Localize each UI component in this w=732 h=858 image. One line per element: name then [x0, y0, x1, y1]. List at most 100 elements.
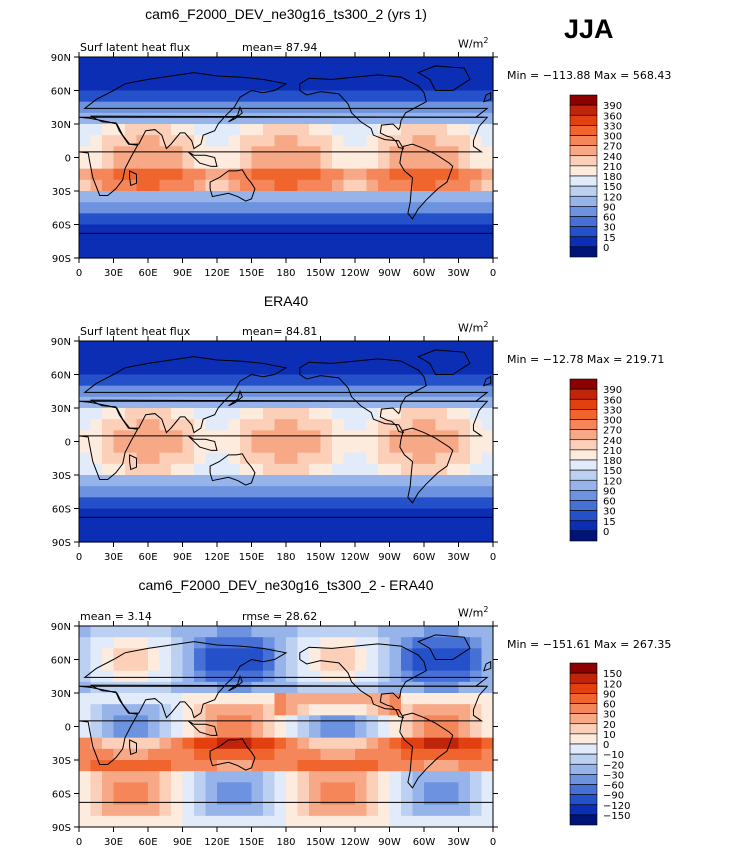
field-cell	[171, 135, 184, 147]
field-cell	[366, 648, 379, 661]
field-cell	[435, 68, 448, 80]
field-cell	[389, 179, 402, 192]
field-cell	[148, 352, 161, 364]
field-cell	[251, 659, 264, 672]
field-cell	[481, 771, 494, 783]
field-cell	[194, 693, 207, 705]
field-cell	[320, 530, 333, 543]
field-cell	[355, 475, 368, 487]
field-cell	[90, 179, 103, 192]
field-cell	[240, 135, 253, 147]
field-cell	[309, 648, 322, 661]
field-cell	[79, 341, 92, 353]
field-cell	[320, 782, 333, 795]
field-cell	[320, 191, 333, 203]
field-cell	[286, 475, 299, 487]
field-cell	[297, 235, 310, 248]
field-cell	[205, 157, 218, 170]
field-cell	[159, 793, 172, 806]
field-cell	[251, 396, 264, 409]
field-cell	[263, 441, 276, 454]
field-cell	[240, 157, 253, 170]
field-cell	[470, 748, 483, 761]
field-cell	[378, 90, 391, 103]
field-cell	[240, 508, 253, 521]
field-cell	[228, 508, 241, 521]
field-cell	[182, 235, 195, 248]
field-cell	[447, 191, 460, 203]
field-cell	[343, 737, 356, 750]
field-cell	[447, 659, 460, 672]
lat-tick-label: 30N	[51, 689, 71, 700]
field-cell	[182, 112, 195, 125]
field-cell	[401, 659, 414, 672]
field-cell	[136, 508, 149, 521]
field-cell	[251, 246, 264, 259]
field-cell	[286, 737, 299, 750]
field-cell	[102, 475, 115, 487]
field-cell	[136, 246, 149, 259]
field-cell	[136, 463, 149, 476]
field-cell	[205, 68, 218, 80]
field-cell	[435, 191, 448, 203]
field-cell	[148, 235, 161, 248]
field-cell	[355, 771, 368, 783]
field-cell	[470, 497, 483, 510]
field-cell	[297, 168, 310, 181]
field-cell	[159, 693, 172, 705]
field-cell	[297, 385, 310, 398]
field-cell	[171, 760, 184, 772]
colorbar-label: 60	[603, 497, 616, 508]
field-cell	[447, 726, 460, 739]
field-cell	[481, 793, 494, 806]
field-cell	[182, 670, 195, 683]
field-cell	[148, 804, 161, 817]
colorbar-label: 180	[603, 172, 622, 183]
field-cell	[286, 408, 299, 420]
field-cell	[355, 737, 368, 750]
lon-tick-label: 120E	[204, 552, 229, 563]
field-cell	[251, 782, 264, 795]
field-cell	[182, 704, 195, 716]
field-cell	[171, 213, 184, 226]
field-cell	[332, 224, 345, 237]
field-cell	[355, 352, 368, 364]
field-cell	[343, 693, 356, 705]
colorbar-box	[569, 530, 598, 542]
field-cell	[332, 385, 345, 398]
field-cell	[447, 157, 460, 170]
field-cell	[125, 363, 138, 376]
field-cell	[343, 519, 356, 532]
field-cell	[332, 374, 345, 387]
field-cell	[194, 704, 207, 716]
field-cell	[102, 463, 115, 476]
field-cell	[343, 508, 356, 521]
field-cell	[401, 112, 414, 125]
field-cell	[470, 693, 483, 705]
field-cell	[309, 168, 322, 181]
field-cell	[148, 112, 161, 125]
field-cell	[217, 486, 230, 498]
field-cell	[458, 124, 471, 136]
lat-tick-label: 90N	[51, 53, 71, 64]
field-cell	[136, 486, 149, 498]
field-cell	[113, 748, 126, 761]
field-cell	[194, 385, 207, 398]
field-cell	[458, 519, 471, 532]
field-cell	[251, 486, 264, 498]
field-cell	[90, 475, 103, 487]
field-cell	[355, 626, 368, 638]
field-cell	[263, 124, 276, 136]
field-cell	[297, 246, 310, 259]
field-cell	[355, 793, 368, 806]
field-cell	[102, 670, 115, 683]
coastline	[417, 349, 471, 375]
field-cell	[424, 90, 437, 103]
coastline	[187, 151, 218, 167]
field-cell	[159, 374, 172, 387]
lat-tick-label: 0	[65, 438, 71, 449]
field-cell	[286, 508, 299, 521]
lon-tick-label: 0	[76, 268, 82, 279]
field-cell	[309, 352, 322, 364]
field-cell	[205, 363, 218, 376]
